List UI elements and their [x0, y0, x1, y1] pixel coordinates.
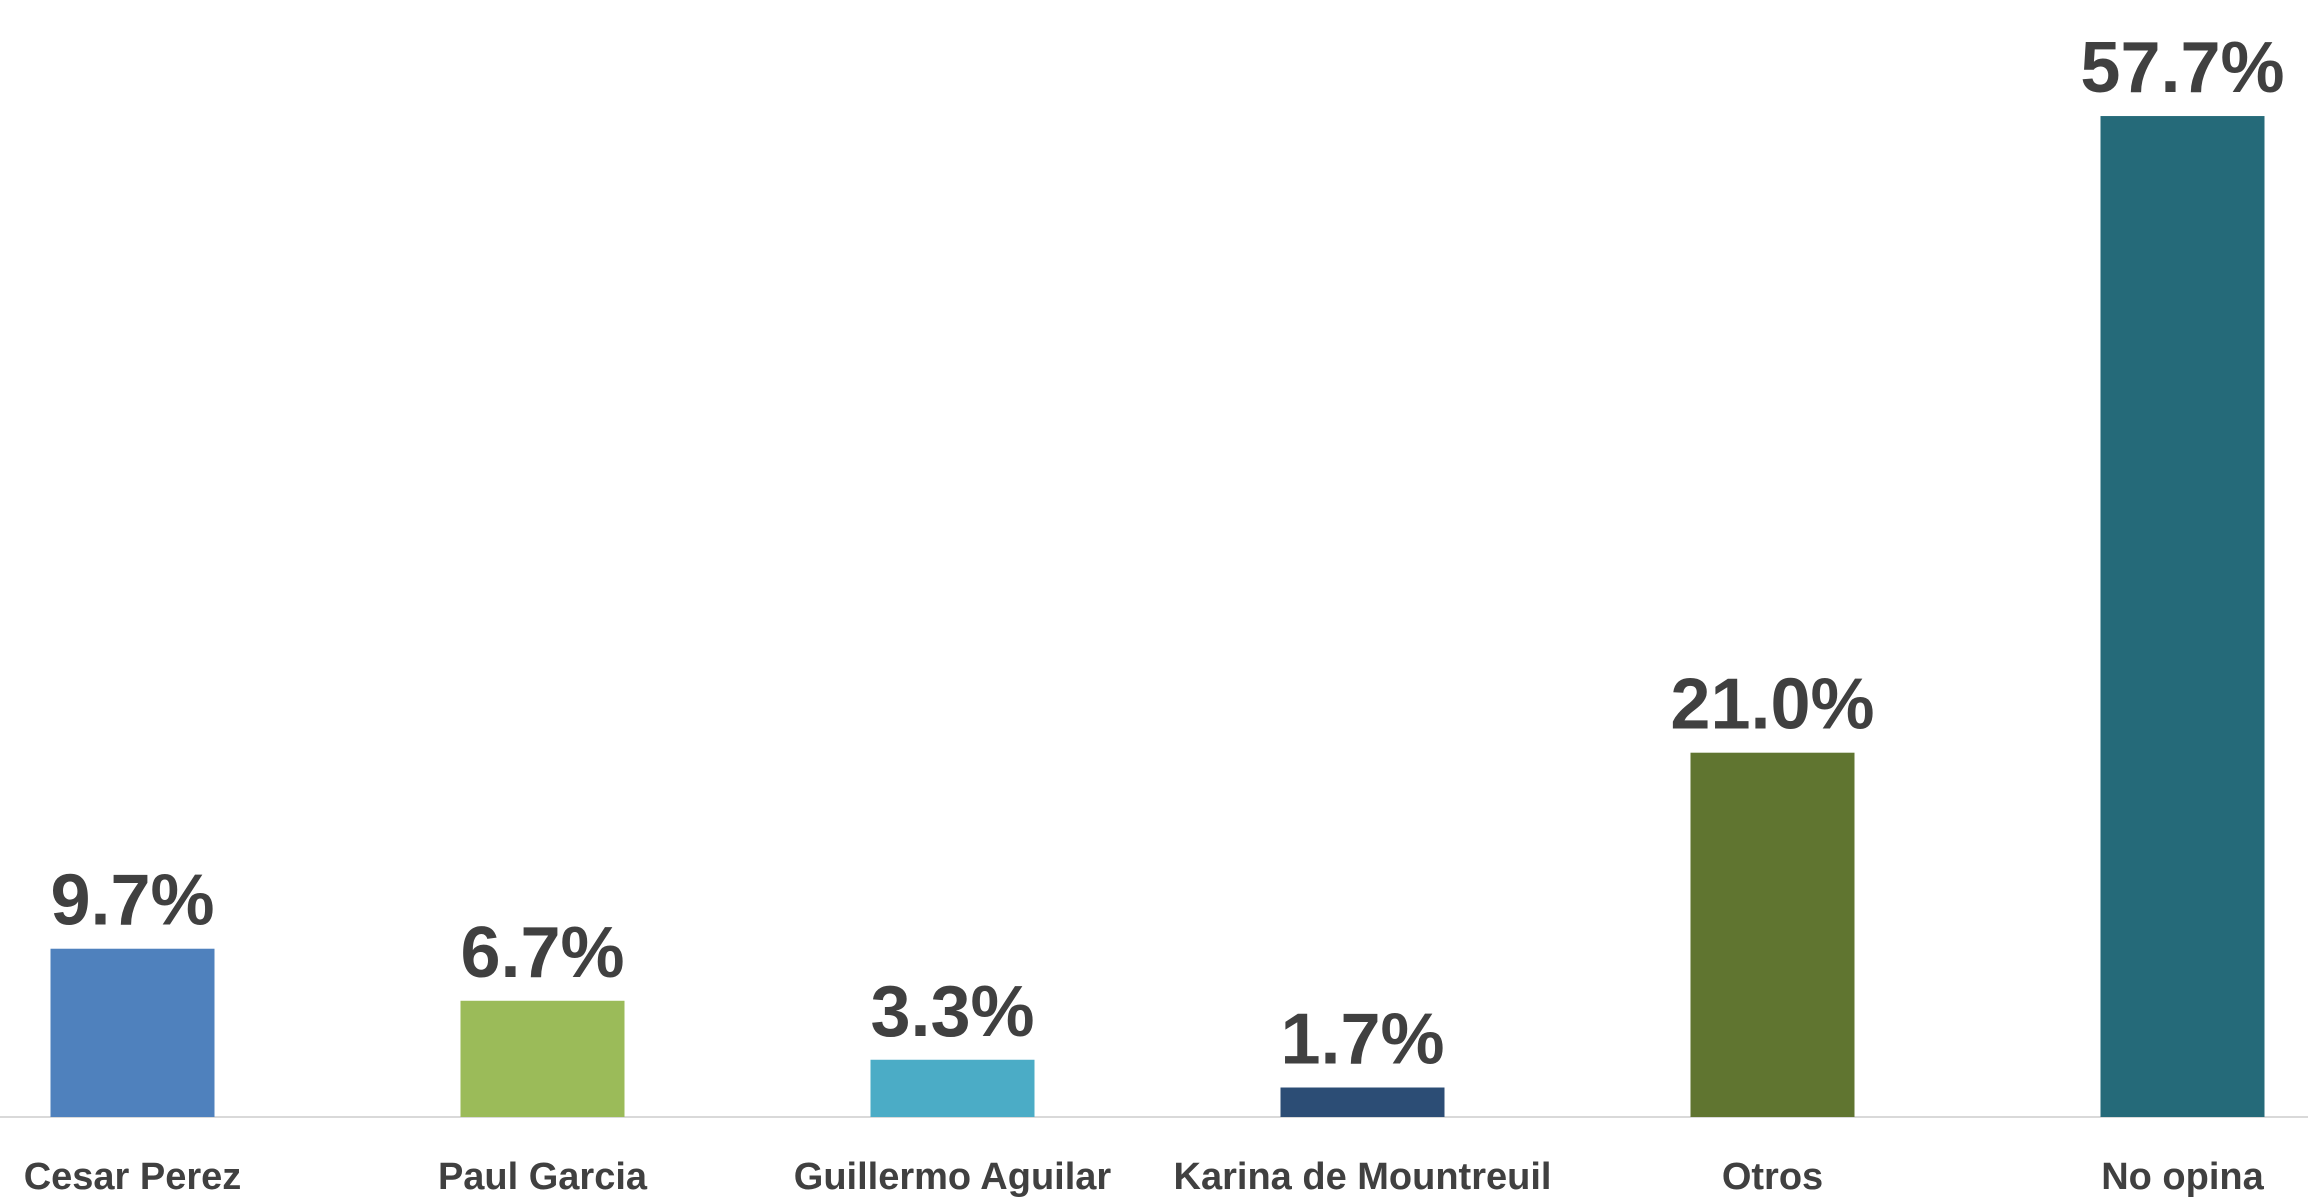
- value-label: 21.0%: [1670, 665, 1874, 745]
- bar: [460, 1000, 625, 1117]
- bar: [2100, 116, 2265, 1117]
- bar: [1690, 752, 1855, 1117]
- bar: [1280, 1087, 1445, 1117]
- bar: [50, 948, 215, 1117]
- x-tick-label: Otros: [1722, 1156, 1823, 1198]
- x-tick-label: Paul Garcia: [438, 1156, 648, 1198]
- value-label: 9.7%: [50, 861, 214, 941]
- value-label: 6.7%: [460, 913, 624, 993]
- x-tick-label: No opina: [2101, 1156, 2264, 1198]
- value-label: 57.7%: [2080, 28, 2284, 108]
- x-tick-label: Cesar Perez: [24, 1156, 242, 1198]
- value-label: 1.7%: [1280, 1000, 1444, 1080]
- bar: [870, 1059, 1035, 1117]
- value-label: 3.3%: [870, 972, 1034, 1052]
- x-tick-label: Karina de Mountreuil: [1174, 1156, 1552, 1198]
- x-tick-label: Guillermo Aguilar: [794, 1156, 1112, 1198]
